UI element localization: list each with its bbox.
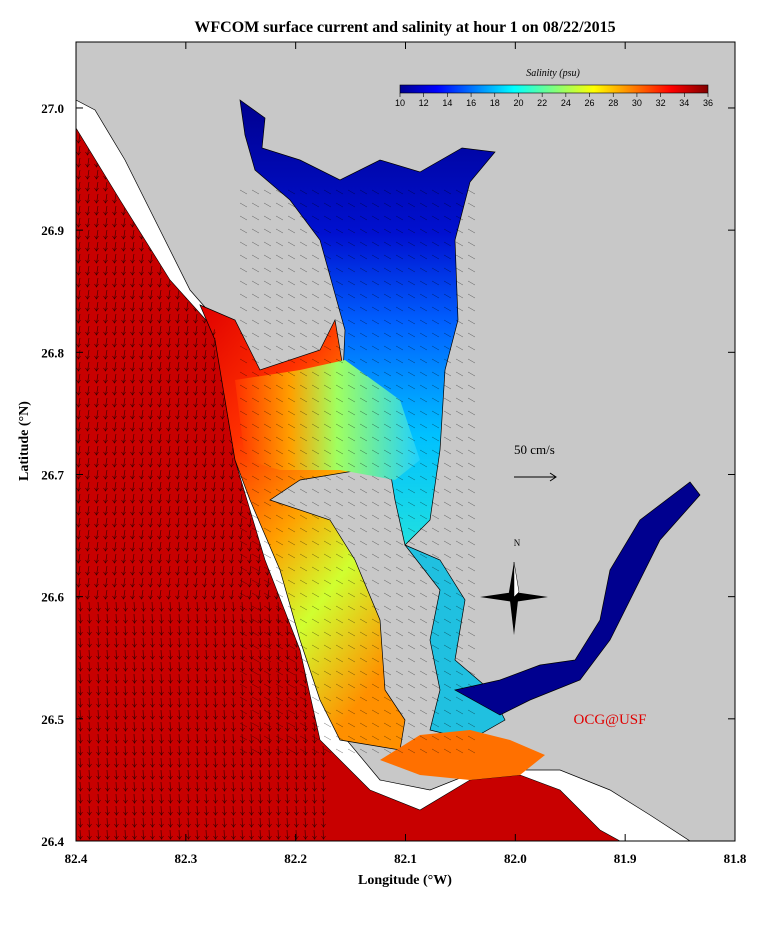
x-tick-label: 82.2: [284, 851, 307, 866]
colorbar-tick-label: 28: [608, 98, 618, 108]
y-tick-label: 26.8: [41, 345, 64, 360]
y-tick-label: 26.5: [41, 712, 64, 727]
title: WFCOM surface current and salinity at ho…: [194, 19, 615, 36]
y-tick-label: 27.0: [41, 101, 64, 116]
x-tick-label: 82.0: [504, 851, 527, 866]
colorbar-tick-label: 18: [490, 98, 500, 108]
colorbar: [399, 84, 709, 94]
colorbar-tick-label: 30: [632, 98, 642, 108]
river-mouth-water: [380, 730, 545, 780]
y-tick-label: 26.9: [41, 223, 64, 238]
colorbar-tick-label: 22: [537, 98, 547, 108]
compass-label: N: [514, 538, 521, 548]
colorbar-label: Salinity (psu): [526, 68, 580, 79]
colorbar-tick-label: 16: [466, 98, 476, 108]
x-tick-label: 82.3: [174, 851, 197, 866]
river-water: [454, 481, 701, 716]
harbor-vectors: [239, 189, 476, 754]
y-tick-label: 26.4: [41, 834, 64, 849]
colorbar-tick-label: 14: [442, 98, 452, 108]
colorbar-tick-label: 26: [585, 98, 595, 108]
colorbar-tick-label: 34: [679, 98, 689, 108]
x-tick-label: 81.8: [724, 851, 747, 866]
mid-water: [235, 360, 420, 480]
y-tick-label: 26.7: [41, 467, 64, 482]
y-tick-label: 26.6: [41, 590, 64, 605]
scale-label: 50 cm/s: [514, 442, 555, 457]
x-tick-label: 82.4: [65, 851, 88, 866]
colorbar-tick-label: 36: [703, 98, 713, 108]
compass: [480, 561, 548, 635]
x-tick-label: 82.1: [394, 851, 417, 866]
colorbar-tick-label: 12: [419, 98, 429, 108]
credit: OCG@USF: [573, 712, 646, 728]
colorbar-tick-label: 20: [513, 98, 523, 108]
scale-arrow: [514, 472, 557, 482]
map-area: [76, 42, 735, 841]
colorbar-tick-label: 24: [561, 98, 571, 108]
x-tick-label: 81.9: [614, 851, 637, 866]
colorbar-tick-label: 10: [395, 98, 405, 108]
colorbar-tick-label: 32: [656, 98, 666, 108]
x-axis-label: Longitude (°W): [358, 873, 452, 888]
y-axis-label: Latitude (°N): [17, 401, 32, 481]
